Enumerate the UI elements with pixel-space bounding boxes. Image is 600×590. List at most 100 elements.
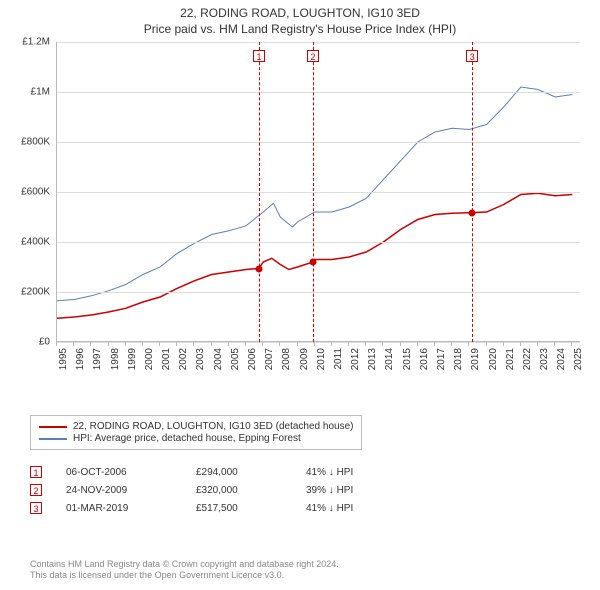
- event-vline: [259, 42, 260, 342]
- x-tick-label: 2022: [522, 348, 533, 378]
- y-axis-labels: £0£200K£400K£600K£800K£1M£1.2M: [16, 42, 54, 342]
- x-tick-label: 2017: [436, 348, 447, 378]
- gridline: [57, 92, 580, 93]
- x-tickmark: [90, 342, 91, 346]
- sale-date: 24-NOV-2009: [66, 485, 196, 496]
- x-tick-label: 1999: [127, 348, 138, 378]
- x-tickmark: [451, 342, 452, 346]
- x-tick-label: 2009: [299, 348, 310, 378]
- x-tickmark: [279, 342, 280, 346]
- event-dot: [256, 265, 263, 272]
- y-tick-label: £800K: [21, 137, 50, 148]
- x-tickmark: [314, 342, 315, 346]
- x-tick-label: 2023: [539, 348, 550, 378]
- sale-date: 06-OCT-2006: [66, 467, 196, 478]
- x-tick-label: 2004: [213, 348, 224, 378]
- x-tick-label: 2013: [367, 348, 378, 378]
- titles: 22, RODING ROAD, LOUGHTON, IG10 3ED Pric…: [0, 0, 600, 36]
- x-tick-label: 2014: [384, 348, 395, 378]
- x-tickmark: [142, 342, 143, 346]
- x-tick-label: 2002: [178, 348, 189, 378]
- event-vline: [472, 42, 473, 342]
- event-marker-box: 1: [253, 50, 265, 62]
- sale-marker-box: 2: [30, 484, 42, 496]
- x-tickmark: [468, 342, 469, 346]
- sale-row: 106-OCT-2006£294,00041% ↓ HPI: [30, 466, 353, 478]
- sale-row: 301-MAR-2019£517,50041% ↓ HPI: [30, 502, 353, 514]
- chart-area: £0£200K£400K£600K£800K£1M£1.2M 123 19951…: [16, 42, 584, 372]
- plot-area: 1 2 3: [56, 42, 580, 342]
- legend-label: HPI: Average price, detached house, Eppi…: [73, 433, 301, 444]
- x-tick-label: 2007: [264, 348, 275, 378]
- x-tick-label: 2021: [505, 348, 516, 378]
- x-tickmark: [486, 342, 487, 346]
- event-marker-box: 3: [466, 50, 478, 62]
- sale-pct: 39% ↓ HPI: [306, 485, 353, 496]
- sale-row: 2 24-NOV-2009£320,00039% ↓ HPI: [30, 484, 353, 496]
- x-tick-label: 1996: [75, 348, 86, 378]
- x-tick-label: 2012: [350, 348, 361, 378]
- x-tickmark: [331, 342, 332, 346]
- x-axis-labels: 1995199619971998199920002001200220032004…: [56, 342, 580, 382]
- x-tickmark: [228, 342, 229, 346]
- x-tickmark: [503, 342, 504, 346]
- gridline: [57, 142, 580, 143]
- x-tick-label: 2018: [453, 348, 464, 378]
- x-tickmark: [73, 342, 74, 346]
- x-tickmark: [348, 342, 349, 346]
- x-tick-label: 2010: [316, 348, 327, 378]
- x-tick-label: 2015: [402, 348, 413, 378]
- event-dot: [309, 259, 316, 266]
- sale-marker-box: 1: [30, 466, 42, 478]
- x-tick-label: 2006: [247, 348, 258, 378]
- footer-line2: This data is licensed under the Open Gov…: [30, 570, 339, 582]
- x-tick-label: 2001: [161, 348, 172, 378]
- x-tickmark: [159, 342, 160, 346]
- y-tick-label: £1M: [31, 87, 50, 98]
- footer-line1: Contains HM Land Registry data © Crown c…: [30, 559, 339, 571]
- x-tick-label: 2024: [556, 348, 567, 378]
- sales-table: 1 06-OCT-2006£294,000 41% ↓ HPI 2 24-NOV-200…: [30, 460, 353, 520]
- sale-pct: 41% ↓ HPI: [306, 503, 353, 514]
- sale-date: 01-MAR-2019: [66, 503, 196, 514]
- legend-row: HPI: Average price, detached house, Eppi…: [39, 433, 353, 444]
- footer: Contains HM Land Registry data © Crown c…: [30, 559, 339, 582]
- x-tickmark: [245, 342, 246, 346]
- x-tick-label: 2008: [281, 348, 292, 378]
- x-tick-label: 2000: [144, 348, 155, 378]
- event-marker-box: 2: [307, 50, 319, 62]
- title-address: 22, RODING ROAD, LOUGHTON, IG10 3ED: [0, 6, 600, 20]
- legend-swatch: [39, 426, 67, 428]
- x-tick-label: 2003: [195, 348, 206, 378]
- legend-label: 22, RODING ROAD, LOUGHTON, IG10 3ED (det…: [73, 421, 353, 432]
- x-tickmark: [211, 342, 212, 346]
- x-tickmark: [176, 342, 177, 346]
- sale-price: £320,000: [196, 485, 306, 496]
- x-tick-label: 2005: [230, 348, 241, 378]
- x-tick-label: 1998: [110, 348, 121, 378]
- y-tick-label: £0: [39, 337, 50, 348]
- event-vline: [313, 42, 314, 342]
- chart-container: 22, RODING ROAD, LOUGHTON, IG10 3ED Pric…: [0, 0, 600, 590]
- legend-swatch: [39, 438, 67, 440]
- x-tickmark: [554, 342, 555, 346]
- x-tickmark: [571, 342, 572, 346]
- sale-price: £517,500: [196, 503, 306, 514]
- title-subtitle: Price paid vs. HM Land Registry's House …: [0, 22, 600, 36]
- x-tick-label: 1997: [92, 348, 103, 378]
- legend: 22, RODING ROAD, LOUGHTON, IG10 3ED (det…: [30, 415, 362, 450]
- x-tick-label: 2011: [333, 348, 344, 378]
- x-tick-label: 2025: [573, 348, 584, 378]
- x-tick-label: 2019: [470, 348, 481, 378]
- x-tickmark: [400, 342, 401, 346]
- y-tick-label: £1.2M: [22, 37, 50, 48]
- x-tick-label: 2020: [488, 348, 499, 378]
- x-tickmark: [193, 342, 194, 346]
- series-line: [57, 87, 572, 301]
- sale-price: £294,000: [196, 467, 306, 478]
- gridline: [57, 192, 580, 193]
- x-tickmark: [382, 342, 383, 346]
- x-tickmark: [125, 342, 126, 346]
- x-tickmark: [365, 342, 366, 346]
- x-tickmark: [537, 342, 538, 346]
